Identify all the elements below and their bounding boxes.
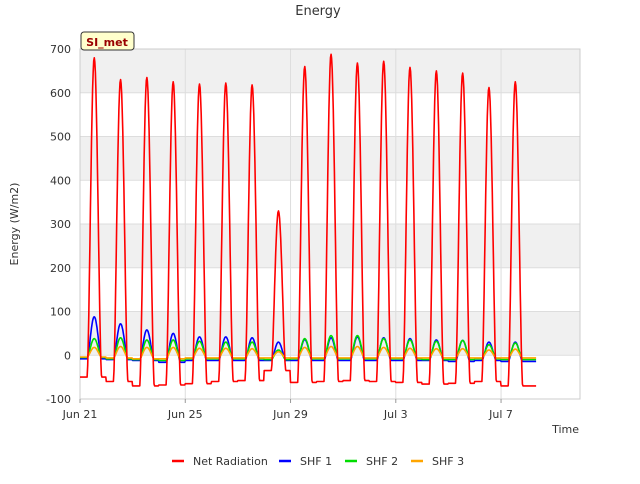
legend-label: Net Radiation (193, 455, 268, 468)
y-tick-label: 700 (50, 43, 71, 56)
x-tick-label: Jun 29 (272, 408, 308, 421)
x-tick-label: Jul 3 (383, 408, 408, 421)
plot-band (80, 224, 580, 268)
x-axis-label: Time (551, 423, 579, 436)
y-tick-label: 200 (50, 262, 71, 275)
legend-label: SHF 1 (300, 455, 332, 468)
x-tick-label: Jul 7 (488, 408, 513, 421)
y-tick-label: 600 (50, 87, 71, 100)
legend-label: SHF 3 (432, 455, 464, 468)
legend-item: SHF 3 (411, 455, 464, 468)
x-tick-label: Jun 21 (62, 408, 98, 421)
y-axis-label: Energy (W/m2) (8, 183, 21, 266)
y-tick-label: 300 (50, 218, 71, 231)
plot-frame (79, 48, 581, 400)
plot-band (80, 267, 580, 312)
legend-label: SHF 2 (366, 455, 398, 468)
x-tick-label: Jun 25 (167, 408, 203, 421)
legend: Net Radiation SHF 1 SHF 2 SHF 3 (172, 455, 464, 468)
legend-item: Net Radiation (172, 455, 268, 468)
y-tick-label: 400 (50, 174, 71, 187)
site-badge-box (80, 31, 135, 51)
x-axis-ticks: Jun 21 Jun 25 Jun 29 Jul 3 Jul 7 (62, 399, 513, 421)
series-layer (79, 53, 537, 387)
plot-band (80, 180, 580, 224)
site-badge-label: SI_met (86, 36, 128, 49)
legend-item: SHF 2 (345, 455, 398, 468)
legend-item: SHF 1 (279, 455, 332, 468)
site-badge: SI_met (80, 31, 135, 51)
y-tick-label: 0 (64, 349, 71, 362)
y-tick-label: 500 (50, 131, 71, 144)
plot-band (80, 92, 580, 137)
plot-band (80, 136, 580, 181)
y-tick-label: -100 (46, 393, 71, 406)
series-line-shf-3 (79, 345, 537, 360)
y-tick-label: 100 (50, 306, 71, 319)
chart-title: Energy (295, 4, 341, 19)
plot-band (80, 311, 580, 356)
series-line-shf-2 (79, 334, 537, 362)
y-axis-ticks: -100 0 100 200 300 400 500 600 700 (46, 43, 71, 406)
series-line-net-radiation (79, 53, 537, 387)
